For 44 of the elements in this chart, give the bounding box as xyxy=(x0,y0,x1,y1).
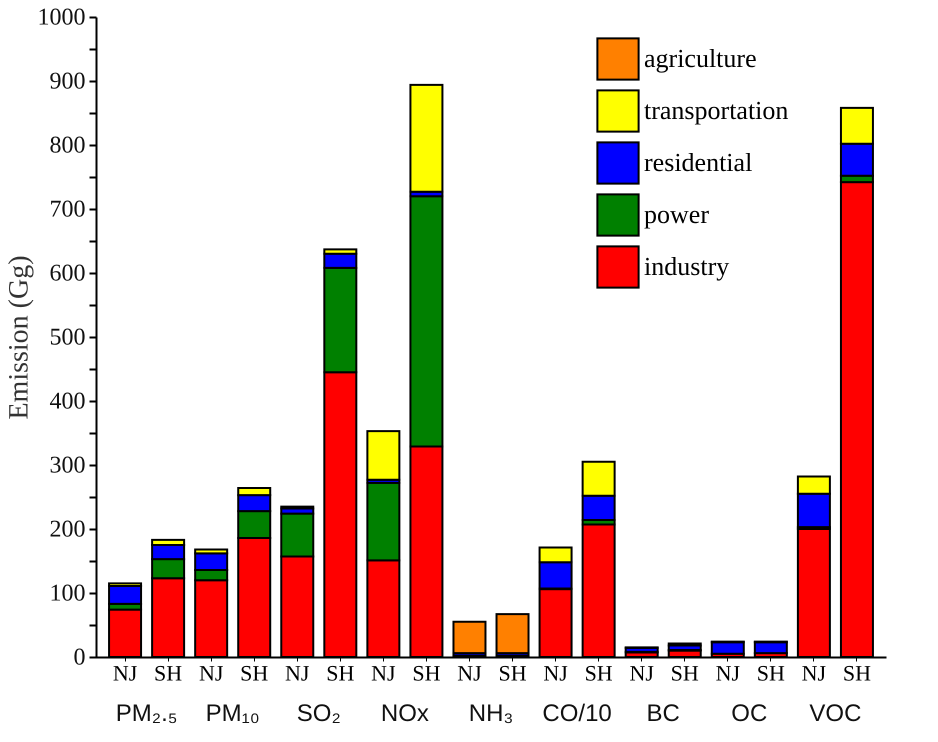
text: NOx xyxy=(380,700,429,727)
x-tick-label: NJ xyxy=(371,660,396,686)
y-tick-label: 200 xyxy=(50,516,86,542)
x-tick-label: SH xyxy=(842,660,872,686)
y-tick-label: 0 xyxy=(74,644,86,670)
x-tick-label: SH xyxy=(326,660,354,686)
y-tick-label: 600 xyxy=(50,260,86,286)
y-tick-label: 900 xyxy=(50,68,86,94)
x-tick-label: NJ xyxy=(112,660,138,686)
y-tick-label: 400 xyxy=(50,388,86,414)
x-tick-label: SH xyxy=(240,660,268,686)
x-tick-label: SH xyxy=(756,660,786,686)
text: OC xyxy=(731,700,768,727)
x-tick-label: NJ xyxy=(285,660,310,686)
text: VOC xyxy=(809,700,862,727)
y-tick-label: 100 xyxy=(50,580,86,606)
x-tick-label: NJ xyxy=(629,660,654,686)
text: NH₃ xyxy=(468,700,514,727)
x-tick-label: NJ xyxy=(716,660,740,686)
legend-label: agriculture xyxy=(644,44,757,73)
x-tick-label: SH xyxy=(498,660,527,686)
x-tick-label: SH xyxy=(154,660,182,686)
x-tick-label: NJ xyxy=(802,660,827,686)
legend-label: industry xyxy=(644,252,730,281)
text: PM₂.₅ xyxy=(116,700,178,727)
y-tick-label: 500 xyxy=(50,324,86,350)
x-tick-label: SH xyxy=(670,660,699,686)
y-tick-label: 800 xyxy=(50,132,86,158)
x-tick-label: SH xyxy=(584,660,613,686)
x-tick-label: SH xyxy=(412,660,441,686)
legend-label: transportation xyxy=(644,96,788,125)
y-tick-label: 300 xyxy=(50,452,86,478)
text: PM₁₀ xyxy=(206,700,260,727)
y-tick-label: 700 xyxy=(50,196,86,222)
x-tick-label: NJ xyxy=(198,660,224,686)
y-axis-title: Emission (Gg) xyxy=(4,255,34,420)
text: CO/10 xyxy=(542,700,612,727)
x-tick-label: NJ xyxy=(457,660,482,686)
text: SO₂ xyxy=(296,700,341,727)
legend-label: residential xyxy=(644,148,752,177)
text: BC xyxy=(646,700,680,727)
y-tick-label: 1000 xyxy=(38,4,86,30)
legend-label: power xyxy=(644,200,710,229)
x-tick-label: NJ xyxy=(543,660,568,686)
